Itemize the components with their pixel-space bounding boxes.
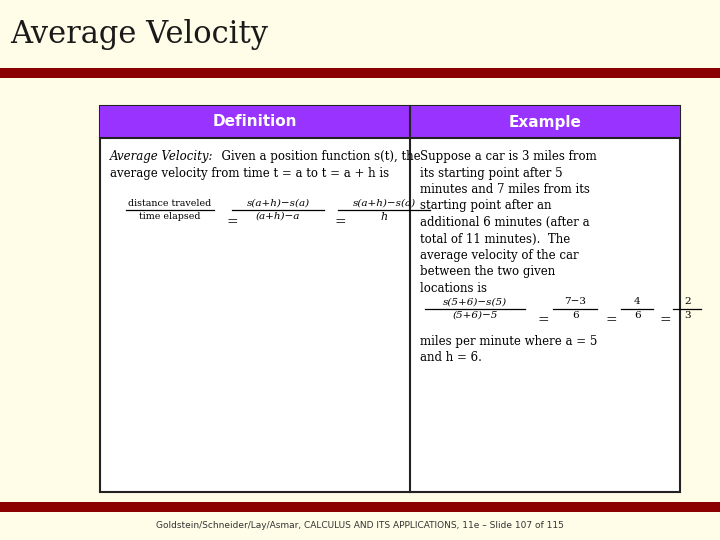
Text: between the two given: between the two given [420, 266, 556, 279]
Text: s(a+h)−s(a): s(a+h)−s(a) [246, 199, 310, 208]
Text: average velocity from time t = a to t = a + h is: average velocity from time t = a to t = … [110, 167, 389, 180]
Text: starting point after an: starting point after an [420, 199, 552, 213]
Text: average velocity of the car: average velocity of the car [420, 249, 579, 262]
Text: =: = [334, 215, 346, 229]
Text: =: = [606, 314, 617, 327]
Text: distance traveled: distance traveled [128, 199, 212, 208]
Text: .: . [434, 212, 438, 225]
Text: =: = [537, 314, 549, 327]
Text: and h = 6.: and h = 6. [420, 351, 482, 364]
Bar [410, 106, 680, 138]
Text: minutes and 7 miles from its: minutes and 7 miles from its [420, 183, 590, 196]
Text: h: h [380, 212, 387, 222]
Text: 7−3: 7−3 [564, 298, 586, 307]
Text: locations is: locations is [420, 282, 487, 295]
Text: 2: 2 [684, 298, 690, 307]
Text: (a+h)−a: (a+h)−a [256, 212, 300, 221]
Text: (5+6)−5: (5+6)−5 [453, 310, 498, 320]
Text: Example: Example [509, 114, 582, 130]
Text: s(5+6)−s(5): s(5+6)−s(5) [444, 298, 508, 307]
Text: =: = [226, 215, 238, 229]
Text: =: = [660, 314, 671, 327]
Text: Average Velocity: Average Velocity [10, 18, 268, 50]
Text: 3: 3 [684, 310, 690, 320]
Text: s(a+h)−s(a): s(a+h)−s(a) [352, 199, 415, 208]
Bar [100, 106, 410, 138]
Text: Goldstein/Schneider/Lay/Asmar, CALCULUS AND ITS APPLICATIONS, 11e – Slide 107 of: Goldstein/Schneider/Lay/Asmar, CALCULUS … [156, 522, 564, 530]
Text: total of 11 minutes).  The: total of 11 minutes). The [420, 233, 570, 246]
Text: 6: 6 [572, 310, 579, 320]
Text: Definition: Definition [213, 114, 297, 130]
Bar [0, 0, 720, 68]
Text: 6: 6 [634, 310, 641, 320]
Text: miles per minute where a = 5: miles per minute where a = 5 [420, 334, 598, 348]
Text: additional 6 minutes (after a: additional 6 minutes (after a [420, 216, 590, 229]
Text: 4: 4 [634, 298, 641, 307]
Bar [0, 68, 720, 78]
Bar [0, 502, 720, 512]
Text: time elapsed: time elapsed [139, 212, 201, 221]
Text: Given a position function s(t), the: Given a position function s(t), the [214, 150, 420, 163]
Text: Average Velocity:: Average Velocity: [110, 150, 214, 163]
Text: its starting point after 5: its starting point after 5 [420, 166, 563, 179]
Bar [100, 106, 680, 492]
Text: Suppose a car is 3 miles from: Suppose a car is 3 miles from [420, 150, 597, 163]
